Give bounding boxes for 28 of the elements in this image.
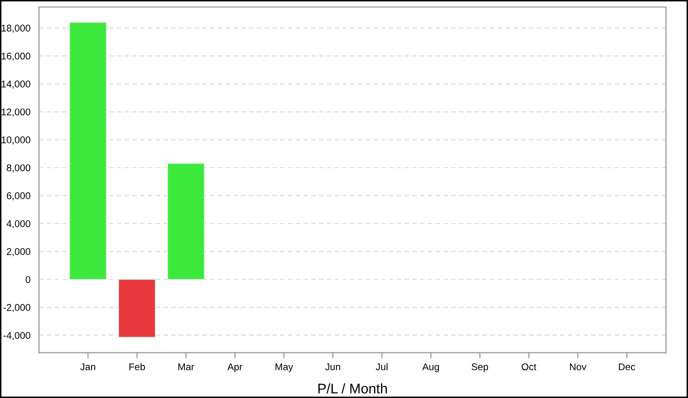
y-tick-label: 12,000 [2,108,30,117]
y-tick-label: 8,000 [6,164,30,172]
y-tick-label: 10,000 [2,136,30,144]
x-tick-label: Mar [178,363,194,370]
bar [167,163,205,280]
x-tick-label: May [276,363,294,372]
x-tick-label: Oct [522,363,536,370]
y-tick-label: 16,000 [2,52,30,61]
x-tick-label: Jul [376,363,388,370]
x-tick-label: Aug [422,363,439,372]
y-tick-label: 4,000 [6,220,30,228]
x-tick-label: Nov [570,363,586,370]
y-tick-label: 14,000 [2,80,30,89]
x-tick-label: Sep [472,363,488,372]
y-tick-label: 0 [26,276,30,283]
x-tick-label: Jun [325,363,340,370]
y-tick-label: -2,000 [4,304,30,312]
x-tick-label: Jan [80,363,96,370]
y-tick-label: -4,000 [4,332,30,340]
y-tick-label: 2,000 [6,248,30,256]
y-tick-label: 18,000 [2,24,30,33]
x-tick-label: Feb [129,363,145,370]
y-tick-label: 6,000 [6,192,30,200]
x-axis-title: P/L / Month [318,383,387,394]
x-tick-label: Apr [227,363,242,372]
bar [69,22,107,280]
bar [118,278,156,338]
x-tick-label: Dec [618,363,636,370]
